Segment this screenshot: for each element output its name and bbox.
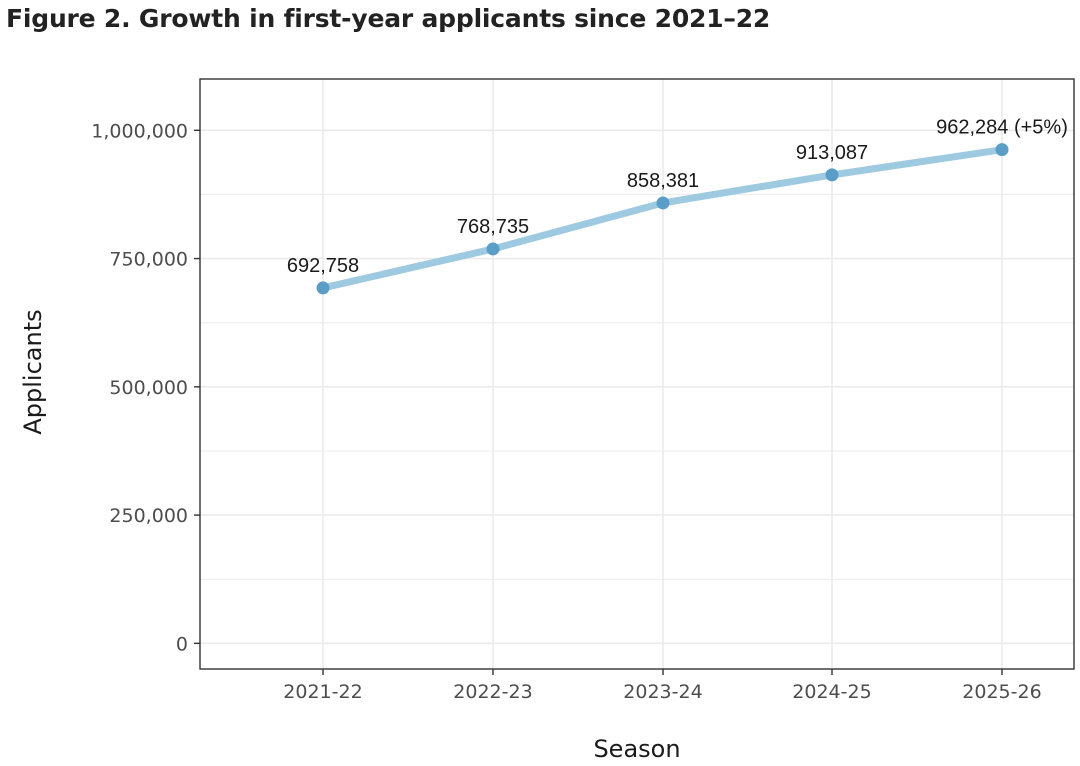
y-tick-label: 1,000,000	[91, 120, 188, 142]
y-tick-label: 250,000	[109, 505, 188, 527]
points-layer	[316, 143, 1009, 295]
data-point	[995, 143, 1009, 157]
x-tick-label: 2024-25	[792, 681, 871, 703]
x-tick-label: 2021-22	[283, 681, 362, 703]
data-labels-layer: 692,758 768,735 858,381 913,087 962,284 (+5%…	[287, 117, 1068, 277]
grid-layer	[200, 79, 1074, 669]
data-label: 768,735	[457, 216, 529, 238]
data-point	[656, 196, 670, 210]
data-point	[825, 168, 839, 182]
axis-layer: 0 250,000 500,000 750,000 1,000,000 2021-22 20…	[91, 120, 1041, 703]
y-tick-label: 500,000	[109, 377, 188, 399]
data-point	[486, 242, 500, 256]
y-axis-title: Applicants	[19, 309, 47, 434]
x-axis-title: Season	[593, 735, 680, 763]
y-tick-label: 750,000	[109, 249, 188, 271]
x-tick-label: 2025-26	[962, 681, 1041, 703]
data-label: 692,758	[287, 255, 359, 277]
data-label: 913,087	[796, 142, 868, 164]
x-tick-label: 2023-24	[623, 681, 702, 703]
chart-title: Figure 2. Growth in first-year applicant…	[6, 4, 771, 33]
data-label: 962,284 (+5%)	[936, 117, 1068, 139]
data-point	[316, 281, 330, 295]
data-label: 858,381	[627, 170, 699, 192]
y-tick-label: 0	[176, 633, 188, 655]
x-tick-label: 2022-23	[453, 681, 532, 703]
plot-panel-border	[199, 78, 1075, 670]
